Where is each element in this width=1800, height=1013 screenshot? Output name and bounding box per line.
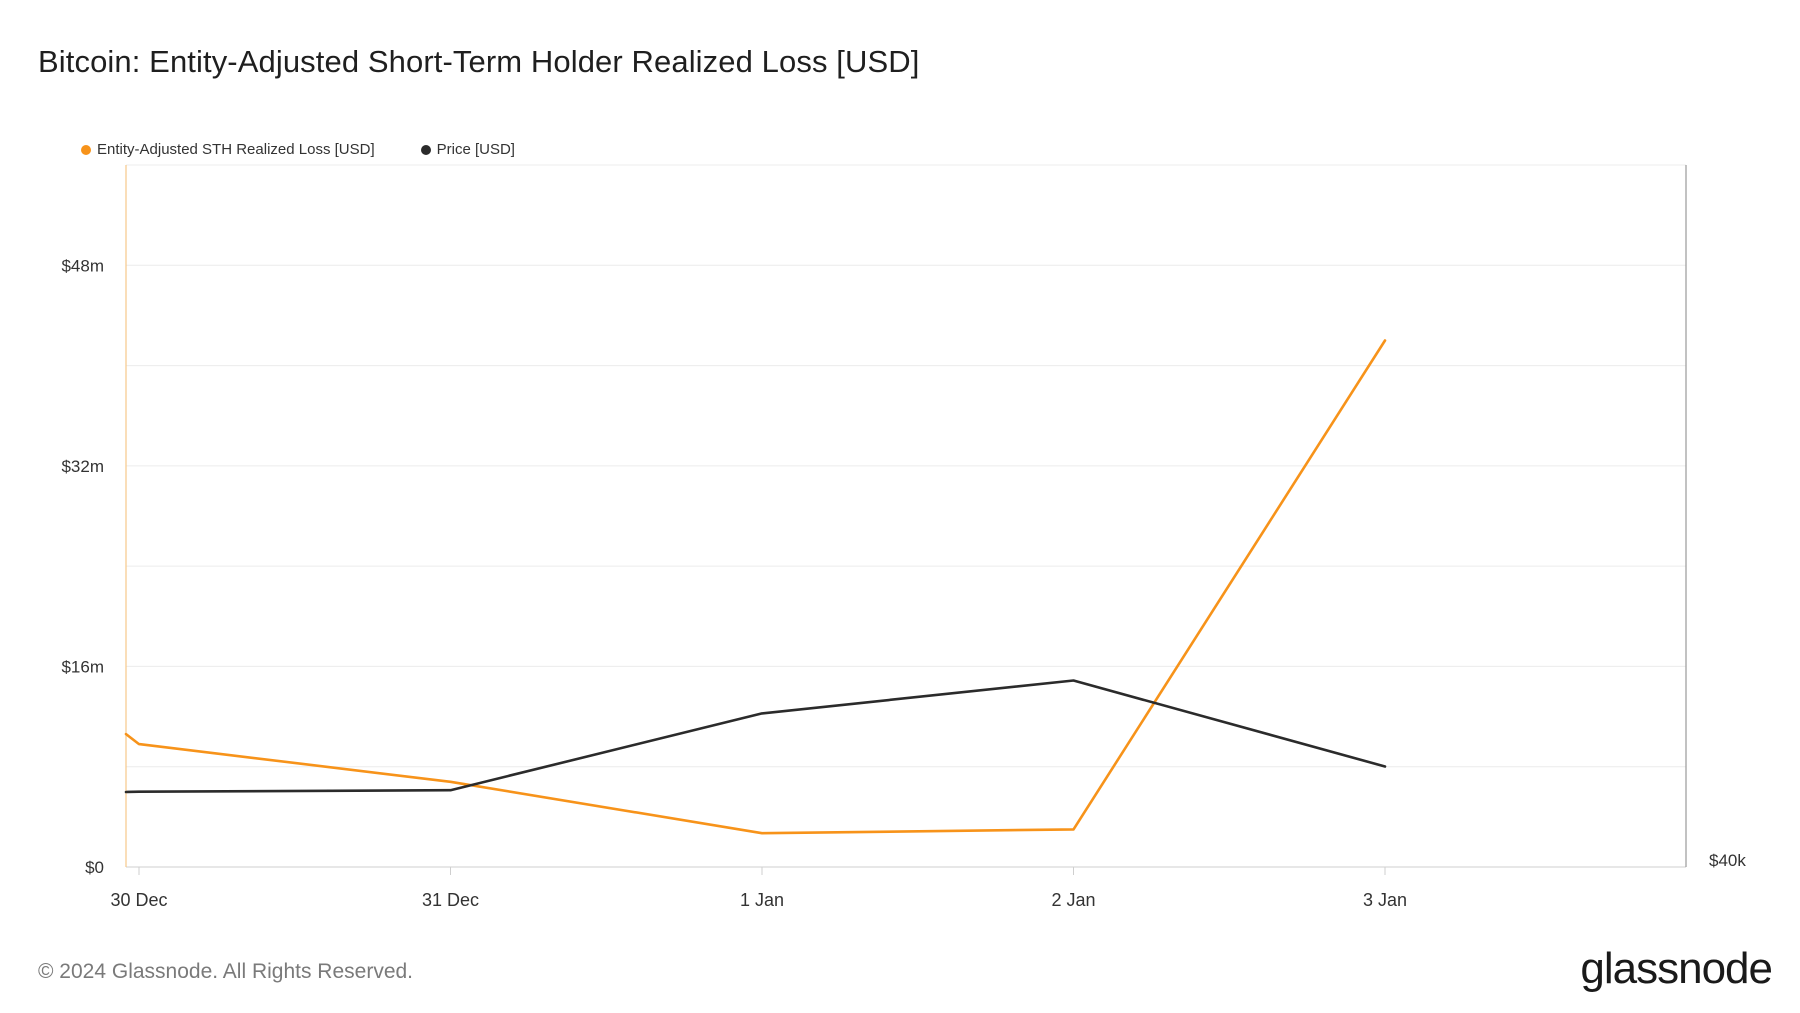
copyright-text: © 2024 Glassnode. All Rights Reserved. — [38, 960, 414, 983]
y-left-tick-label: $32m — [61, 457, 104, 476]
legend-dot-price — [420, 144, 431, 155]
chart-title: Bitcoin: Entity-Adjusted Short-Term Hold… — [38, 44, 920, 79]
x-tick-label: 31 Dec — [422, 890, 479, 910]
legend-label-sth-loss: Entity-Adjusted STH Realized Loss [USD] — [97, 141, 375, 158]
x-tick-label: 30 Dec — [110, 890, 167, 910]
y-left-tick-label: $48m — [61, 256, 104, 275]
y-right-tick-label: $40k — [1709, 851, 1746, 870]
series-lines — [124, 339, 1387, 835]
legend-item-price[interactable]: Price [USD] — [420, 141, 515, 158]
x-tick-label: 1 Jan — [740, 890, 784, 910]
x-tick-label: 3 Jan — [1363, 890, 1407, 910]
gridlines — [126, 164, 1686, 768]
legend-item-sth-loss[interactable]: Entity-Adjusted STH Realized Loss [USD] — [81, 141, 375, 158]
glassnode-logo: glassnode — [1580, 944, 1773, 993]
series-line-price — [124, 679, 1387, 794]
legend-dot-sth-loss — [81, 144, 91, 155]
x-tick-label: 2 Jan — [1051, 890, 1095, 910]
tick-labels: 30 Dec 31 Dec 1 Jan 2 Jan 3 Jan $0 $16m $32m $48… — [61, 256, 1746, 910]
y-left-tick-label: $0 — [85, 858, 104, 877]
y-left-tick-label: $16m — [61, 657, 104, 676]
legend-label-price: Price [USD] — [436, 141, 515, 158]
chart-legend: Entity-Adjusted STH Realized Loss [USD] … — [81, 141, 561, 158]
axes — [125, 165, 1687, 875]
series-line-sth-realized-loss — [124, 339, 1387, 835]
